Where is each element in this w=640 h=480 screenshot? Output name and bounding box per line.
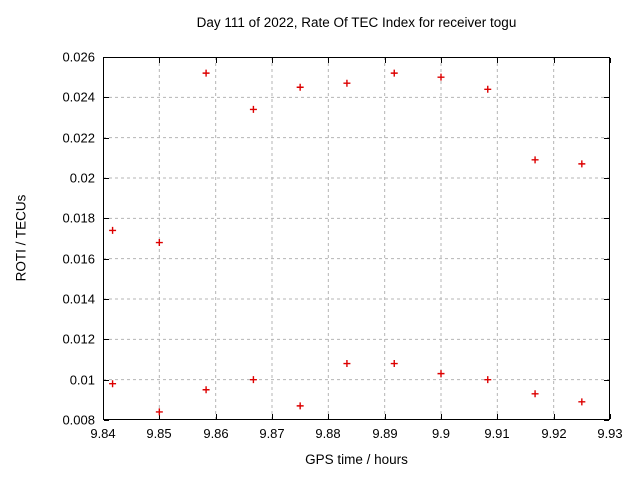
- data-point-marker: [390, 69, 398, 77]
- data-point-marker: [531, 156, 539, 164]
- y-tick-label: 0.022: [62, 131, 95, 146]
- x-tick-label: 9.9: [432, 426, 450, 441]
- data-point-marker: [155, 408, 163, 416]
- y-tick-label: 0.016: [62, 252, 95, 267]
- x-axis-title: GPS time / hours: [305, 452, 408, 467]
- data-point-marker: [437, 370, 445, 378]
- y-tick-label: 0.024: [62, 90, 95, 105]
- data-point-marker: [578, 160, 586, 168]
- y-axis-title: ROTI / TECUs: [13, 194, 29, 282]
- data-point-marker: [484, 376, 492, 384]
- data-point-marker: [343, 360, 351, 368]
- x-tick-label: 9.89: [372, 426, 397, 441]
- data-point-marker: [249, 105, 257, 113]
- data-point-marker: [249, 376, 257, 384]
- x-tick-label: 9.85: [146, 426, 171, 441]
- data-point-marker: [202, 69, 210, 77]
- data-point-marker: [437, 73, 445, 81]
- chart-title: Day 111 of 2022, Rate Of TEC Index for r…: [196, 15, 517, 30]
- y-tick-label: 0.018: [62, 211, 95, 226]
- data-point-marker: [578, 398, 586, 406]
- data-point-marker: [296, 402, 304, 410]
- y-tick-label: 0.012: [62, 332, 95, 347]
- data-point-marker: [531, 390, 539, 398]
- data-point-marker: [202, 386, 210, 394]
- y-tick-label: 0.008: [62, 413, 95, 428]
- x-tick-label: 9.91: [484, 426, 509, 441]
- x-tick-label: 9.88: [315, 426, 340, 441]
- y-tick-label: 0.01: [70, 373, 95, 388]
- data-point-marker: [484, 85, 492, 93]
- x-tick-label: 9.87: [259, 426, 284, 441]
- data-point-marker: [109, 380, 117, 388]
- data-point-marker: [109, 226, 117, 234]
- y-tick-label: 0.02: [70, 171, 95, 186]
- data-point-marker: [343, 79, 351, 87]
- x-tick-label: 9.93: [597, 426, 622, 441]
- x-tick-label: 9.86: [203, 426, 228, 441]
- plot-border: [103, 57, 610, 420]
- x-tick-label: 9.92: [541, 426, 566, 441]
- data-point-marker: [390, 360, 398, 368]
- y-tick-label: 0.026: [62, 50, 95, 65]
- data-point-marker: [296, 83, 304, 91]
- data-point-marker: [155, 239, 163, 247]
- x-tick-label: 9.84: [90, 426, 115, 441]
- y-tick-label: 0.014: [62, 292, 95, 307]
